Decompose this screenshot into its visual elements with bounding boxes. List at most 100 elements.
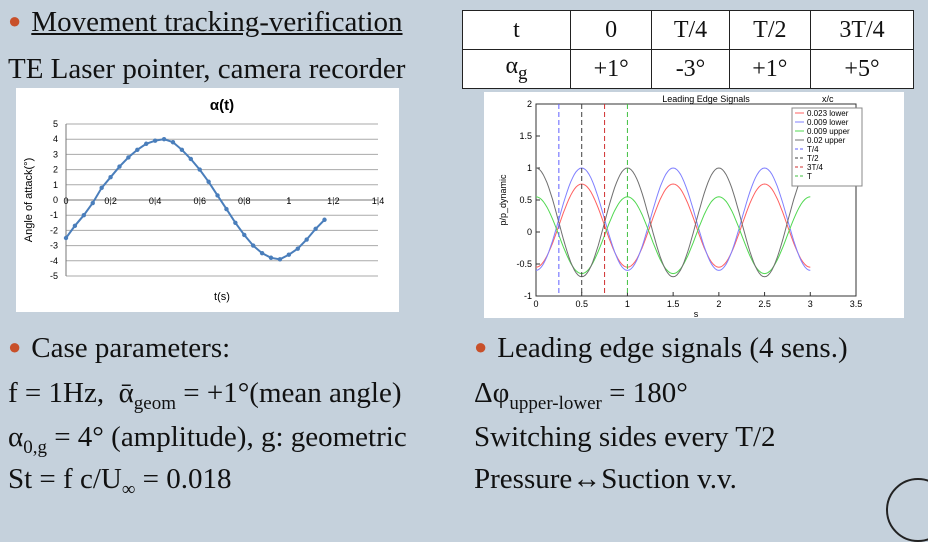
table-row: αg +1° -3° +1° +5° bbox=[462, 49, 915, 89]
data-point bbox=[277, 257, 283, 262]
x-axis-label: t(s) bbox=[214, 291, 230, 303]
table-cell: T/2 bbox=[728, 10, 811, 50]
data-point bbox=[286, 252, 292, 257]
table-cell: t bbox=[462, 10, 571, 50]
y-tick-label: 4 bbox=[53, 134, 58, 144]
y-tick-label: 0 bbox=[53, 195, 58, 205]
table-cell: T/4 bbox=[651, 10, 730, 50]
y-tick-label: 1.5 bbox=[519, 131, 532, 141]
data-point bbox=[179, 147, 185, 153]
geom-sub: geom bbox=[133, 392, 176, 414]
data-point bbox=[197, 167, 202, 172]
data-point bbox=[224, 206, 229, 212]
y-tick-label: -5 bbox=[50, 271, 58, 281]
data-point bbox=[268, 255, 274, 260]
y-tick-label: -3 bbox=[50, 241, 58, 251]
freq-text: f = 1Hz, bbox=[8, 377, 105, 409]
subheading-text: TE Laser pointer, camera recorder bbox=[8, 53, 406, 85]
alpha-subscript: g bbox=[518, 62, 528, 84]
x-tick-label: 1,2 bbox=[327, 196, 340, 206]
table-cell: 3T/4 bbox=[809, 10, 915, 50]
table-row: t 0 T/4 T/2 3T/4 bbox=[462, 10, 915, 50]
y-tick-label: 1 bbox=[53, 180, 58, 190]
table-cell: αg bbox=[462, 49, 571, 89]
heading-bullet-item: ● Movement tracking-verification bbox=[8, 4, 403, 39]
strouhal-line: St = f c/U∞ = 0.018 bbox=[8, 462, 231, 507]
data-point bbox=[63, 235, 69, 241]
series-line bbox=[535, 196, 811, 275]
case-bullet-item: ● Case parameters: bbox=[8, 330, 230, 365]
x-tick-label: 3 bbox=[808, 299, 813, 309]
x-tick-label: 3.5 bbox=[850, 299, 863, 309]
y-tick-label: 1 bbox=[527, 163, 532, 173]
y-tick-label: -4 bbox=[50, 256, 58, 266]
data-point bbox=[126, 155, 131, 160]
st-val: = 0.018 bbox=[135, 463, 232, 495]
data-point bbox=[313, 226, 318, 232]
x-tick-label: 0,2 bbox=[104, 196, 117, 206]
x-tick-label: 1 bbox=[286, 196, 291, 206]
y-tick-label: -2 bbox=[50, 225, 58, 235]
chart-title: α(t) bbox=[210, 97, 234, 114]
x-tick-label: 1 bbox=[625, 299, 630, 309]
x-tick-label: 0 bbox=[533, 299, 538, 309]
data-point bbox=[206, 179, 211, 184]
data-point bbox=[242, 232, 247, 238]
y-axis-label: p/p_dynamic bbox=[498, 174, 508, 226]
legend-label: T/4 bbox=[807, 145, 819, 154]
alpha0-sub: 0,g bbox=[23, 436, 47, 458]
legend-box bbox=[791, 107, 863, 187]
x-axis-label: s bbox=[694, 309, 699, 318]
data-point bbox=[135, 147, 140, 153]
st-text: St = f c/U bbox=[8, 463, 122, 495]
amplitude-line: α0,g = 4° (amplitude), g: geometric bbox=[8, 420, 407, 465]
x-tick-label: 1.5 bbox=[667, 299, 680, 309]
legend-label: 0.009 lower bbox=[807, 118, 849, 127]
legend-label: T bbox=[807, 172, 812, 181]
legend-label: T/2 bbox=[807, 154, 819, 163]
y-tick-label: 0.5 bbox=[519, 195, 532, 205]
data-point bbox=[144, 141, 149, 146]
data-point bbox=[188, 156, 193, 162]
phase-line: Δφupper-lower = 180° bbox=[474, 376, 688, 421]
legend-label: 0.02 upper bbox=[807, 136, 846, 145]
data-point bbox=[152, 138, 158, 143]
y-axis-label: Angle of attack(°) bbox=[23, 158, 35, 243]
x-tick-label: 0,8 bbox=[238, 196, 251, 206]
data-point bbox=[161, 137, 167, 142]
signals-chart-panel: Leading Edge Signals 2 1.5 1 0.5 0 -0.5 -1 0 0.5 1… bbox=[484, 92, 904, 319]
data-point bbox=[170, 140, 176, 145]
case-label: Case parameters: bbox=[31, 332, 231, 364]
x-tick-label: 1,4 bbox=[372, 196, 385, 206]
data-point bbox=[259, 251, 265, 256]
bullet-icon: ● bbox=[474, 334, 488, 359]
alpha-chart-panel: α(t) 5 4 3 2 1 0 -1 -2 -3 -4 -5 0 0,2 0,4 0,6 0,8 1 1,2 1,4… bbox=[16, 88, 399, 312]
heading-text: Movement tracking-verification bbox=[31, 6, 403, 38]
y-tick-label: -1 bbox=[50, 210, 58, 220]
switch-line: Switching sides every T/2 bbox=[474, 421, 776, 453]
bullet-icon: ● bbox=[8, 8, 22, 33]
alpha0-symbol: α bbox=[8, 421, 24, 453]
data-point bbox=[322, 217, 327, 222]
data-point bbox=[72, 223, 78, 229]
table-cell: +5° bbox=[809, 49, 915, 89]
table-cell: +1° bbox=[569, 49, 653, 89]
corner-circle-icon bbox=[886, 478, 928, 542]
x-tick-label: 2 bbox=[716, 299, 721, 309]
frequency-line: f = 1Hz, ᾱgeom = +1°(mean angle) bbox=[8, 376, 401, 421]
dphi-val: = 180° bbox=[601, 377, 688, 409]
table-cell: +1° bbox=[728, 49, 811, 89]
series-line bbox=[535, 183, 811, 268]
params-table: t 0 T/4 T/2 3T/4 αg +1° -3° +1° +5° bbox=[462, 10, 915, 89]
y-tick-label: 3 bbox=[53, 149, 58, 159]
mean-text: = +1°(mean angle) bbox=[176, 377, 402, 409]
dphi-sub: upper-lower bbox=[509, 392, 602, 414]
legend-label: 0.023 lower bbox=[807, 109, 849, 118]
series-line bbox=[535, 167, 811, 271]
data-point bbox=[233, 220, 238, 225]
y-tick-label: -0.5 bbox=[516, 259, 532, 269]
data-point bbox=[251, 243, 256, 248]
alpha-bar-symbol: ᾱ bbox=[118, 377, 134, 409]
